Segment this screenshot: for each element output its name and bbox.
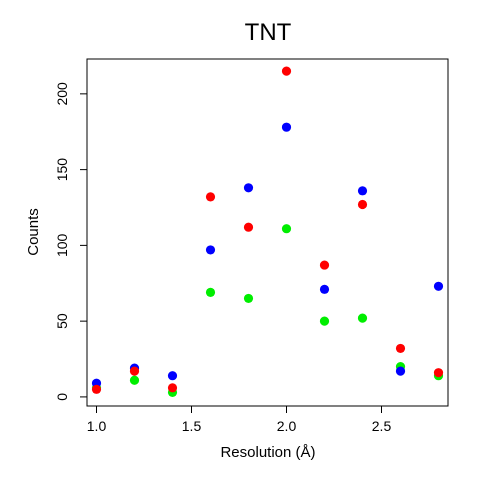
- data-point-series-3: [433, 368, 444, 378]
- chart-title: TNT: [245, 19, 292, 46]
- y-tick-label: 150: [54, 158, 70, 182]
- x-axis-label: Resolution (Å): [220, 444, 315, 461]
- data-point-series-3: [129, 366, 140, 376]
- data-point-series-2: [167, 371, 178, 381]
- data-point-series-2: [433, 281, 444, 291]
- data-point-series-2: [281, 122, 292, 132]
- data-point-series-1: [129, 375, 140, 385]
- plot-frame: [86, 58, 449, 407]
- x-axis: 1.0 1.5 2.0 2.5: [87, 406, 392, 434]
- x-tick-label: 2.0: [277, 418, 297, 434]
- data-point-series-1: [319, 316, 330, 326]
- data-point-series-3: [357, 199, 368, 210]
- x-tick-label: 1.0: [87, 418, 107, 434]
- y-tick-label: 100: [54, 233, 70, 257]
- data-point-series-3: [205, 192, 216, 202]
- data-point-series-1: [281, 224, 292, 234]
- data-point-series-3: [319, 260, 330, 270]
- data-point-series-2: [357, 186, 368, 196]
- data-point-series-2: [395, 366, 406, 376]
- y-axis-label: Counts: [25, 208, 42, 256]
- data-point-series-2: [205, 245, 216, 255]
- data-point-series-3: [167, 383, 178, 393]
- data-point-series-1: [205, 287, 216, 297]
- data-points: [91, 66, 444, 397]
- data-point-series-2: [319, 284, 330, 294]
- x-tick-label: 1.5: [182, 418, 202, 434]
- data-point-series-3: [281, 66, 292, 76]
- y-tick-label: 0: [54, 393, 70, 401]
- data-point-series-1: [243, 293, 254, 304]
- y-tick-label: 200: [54, 82, 70, 106]
- data-point-series-2: [243, 183, 254, 193]
- data-point-series-3: [243, 222, 254, 232]
- y-axis: 0 50 100 150 200: [54, 82, 87, 401]
- data-point-series-3: [91, 384, 102, 394]
- data-point-series-3: [395, 343, 406, 354]
- data-point-series-1: [357, 313, 368, 323]
- y-tick-label: 50: [54, 313, 70, 329]
- x-tick-label: 2.5: [372, 418, 392, 434]
